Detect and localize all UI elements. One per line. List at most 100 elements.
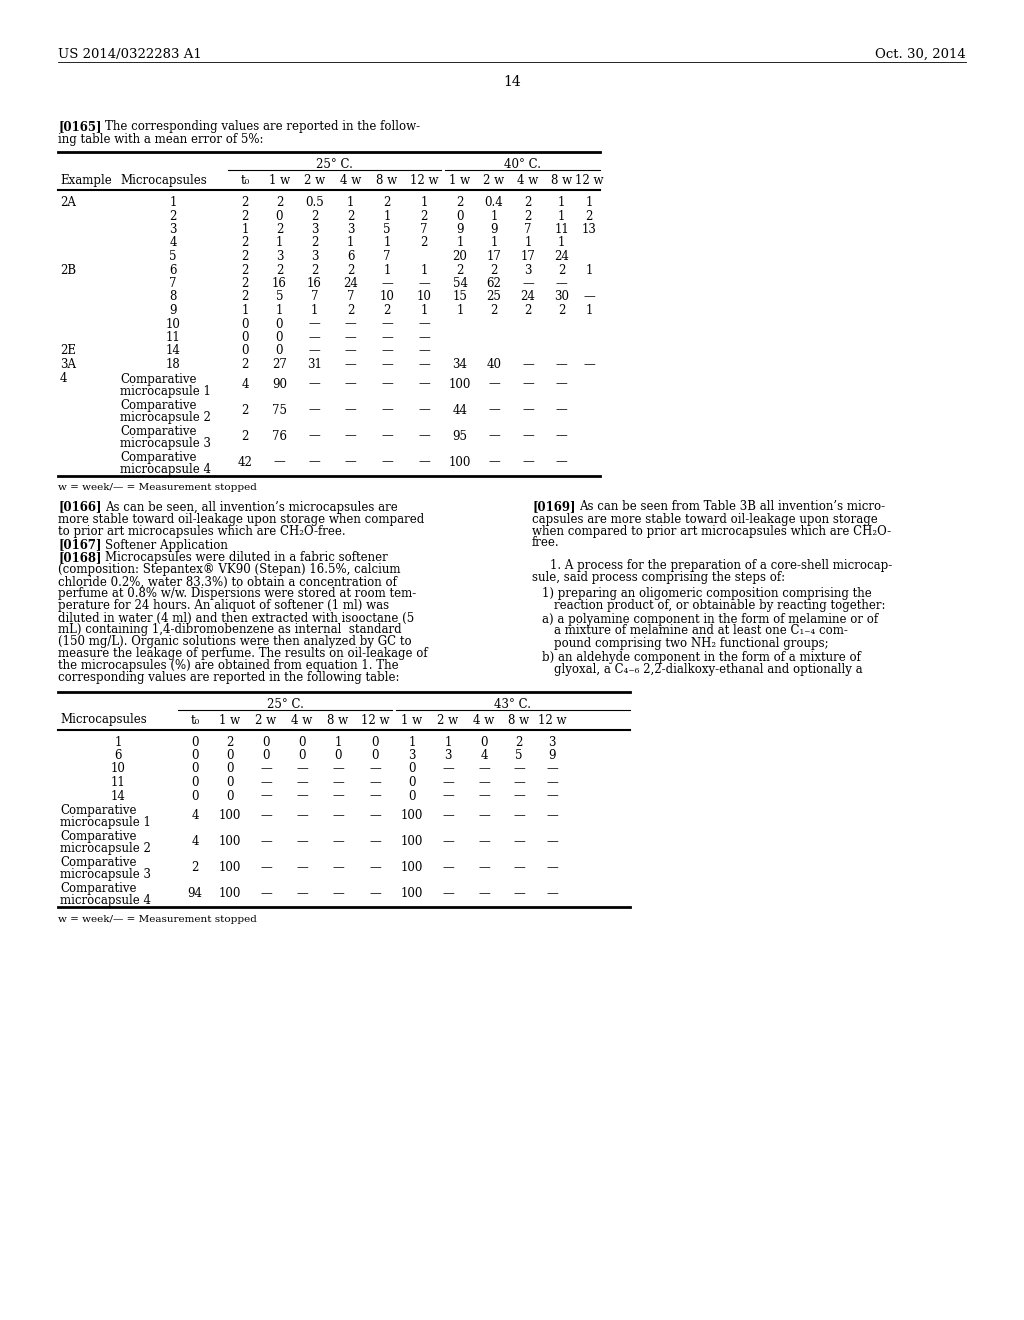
Text: [0169]: [0169] xyxy=(532,500,575,513)
Text: As can be seen from Table 3B all invention’s micro-: As can be seen from Table 3B all inventi… xyxy=(579,500,885,513)
Text: 12 w: 12 w xyxy=(360,714,389,726)
Text: 27: 27 xyxy=(272,358,287,371)
Text: —: — xyxy=(546,861,558,874)
Text: 94: 94 xyxy=(187,887,203,900)
Text: (composition: Stepantex® VK90 (Stepan) 16.5%, calcium: (composition: Stepantex® VK90 (Stepan) 1… xyxy=(58,564,400,577)
Text: —: — xyxy=(546,809,558,822)
Text: [0166]: [0166] xyxy=(58,500,101,513)
Text: —: — xyxy=(478,809,489,822)
Text: 1 w: 1 w xyxy=(450,174,471,187)
Text: —: — xyxy=(296,789,308,803)
Text: 1: 1 xyxy=(558,236,565,249)
Text: —: — xyxy=(308,331,321,345)
Text: w = week/— = Measurement stopped: w = week/— = Measurement stopped xyxy=(58,915,257,924)
Text: 0: 0 xyxy=(275,210,284,223)
Text: 2: 2 xyxy=(242,358,249,371)
Text: —: — xyxy=(296,809,308,822)
Text: 13: 13 xyxy=(582,223,596,236)
Text: 4 w: 4 w xyxy=(340,174,361,187)
Text: reaction product of, or obtainable by reacting together:: reaction product of, or obtainable by re… xyxy=(554,598,886,611)
Text: 2: 2 xyxy=(515,735,522,748)
Text: 1) preparing an oligomeric composition comprising the: 1) preparing an oligomeric composition c… xyxy=(542,586,871,599)
Text: —: — xyxy=(513,776,525,789)
Text: 7: 7 xyxy=(524,223,531,236)
Text: 6: 6 xyxy=(347,249,354,263)
Text: 2: 2 xyxy=(524,195,531,209)
Text: —: — xyxy=(418,277,430,290)
Text: 100: 100 xyxy=(219,809,242,822)
Text: 2: 2 xyxy=(383,304,391,317)
Text: —: — xyxy=(522,378,534,391)
Text: 1: 1 xyxy=(311,304,318,317)
Text: —: — xyxy=(345,358,356,371)
Text: 100: 100 xyxy=(219,887,242,900)
Text: —: — xyxy=(513,861,525,874)
Text: 9: 9 xyxy=(169,304,177,317)
Text: —: — xyxy=(308,404,321,417)
Text: 5: 5 xyxy=(169,249,177,263)
Text: 0: 0 xyxy=(242,331,249,345)
Text: 100: 100 xyxy=(400,887,423,900)
Text: 2: 2 xyxy=(242,264,249,276)
Text: a mixture of melamine and at least one C₁₋₄ com-: a mixture of melamine and at least one C… xyxy=(554,624,848,638)
Text: 1: 1 xyxy=(586,304,593,317)
Text: —: — xyxy=(546,887,558,900)
Text: [0168]: [0168] xyxy=(58,552,101,565)
Text: —: — xyxy=(442,809,454,822)
Text: 0: 0 xyxy=(191,776,199,789)
Text: —: — xyxy=(369,836,381,847)
Text: 1: 1 xyxy=(383,236,391,249)
Text: 9: 9 xyxy=(457,223,464,236)
Text: sule, said process comprising the steps of:: sule, said process comprising the steps … xyxy=(532,570,785,583)
Text: 0: 0 xyxy=(409,776,416,789)
Text: 0: 0 xyxy=(372,748,379,762)
Text: —: — xyxy=(513,809,525,822)
Text: 1: 1 xyxy=(558,195,565,209)
Text: 10: 10 xyxy=(380,290,394,304)
Text: Microcapsules were diluted in a fabric softener: Microcapsules were diluted in a fabric s… xyxy=(105,552,388,565)
Text: 10: 10 xyxy=(111,763,125,776)
Text: 2: 2 xyxy=(490,304,498,317)
Text: 62: 62 xyxy=(486,277,502,290)
Text: —: — xyxy=(488,404,500,417)
Text: —: — xyxy=(478,861,489,874)
Text: 0: 0 xyxy=(262,748,269,762)
Text: 2: 2 xyxy=(242,277,249,290)
Text: to prior art microcapsules which are CH₂O-free.: to prior art microcapsules which are CH₂… xyxy=(58,524,346,537)
Text: —: — xyxy=(369,861,381,874)
Text: mL) containing 1,4-dibromobenzene as internal  standard: mL) containing 1,4-dibromobenzene as int… xyxy=(58,623,401,636)
Text: Comparative: Comparative xyxy=(120,450,197,463)
Text: 1 w: 1 w xyxy=(401,714,423,726)
Text: Microcapsules: Microcapsules xyxy=(60,714,146,726)
Text: 2: 2 xyxy=(347,264,354,276)
Text: 12 w: 12 w xyxy=(410,174,438,187)
Text: 10: 10 xyxy=(166,318,180,330)
Text: —: — xyxy=(442,776,454,789)
Text: 6: 6 xyxy=(169,264,177,276)
Text: 40: 40 xyxy=(486,358,502,371)
Text: 2: 2 xyxy=(242,249,249,263)
Text: —: — xyxy=(556,455,567,469)
Text: —: — xyxy=(332,887,344,900)
Text: 16: 16 xyxy=(307,277,322,290)
Text: —: — xyxy=(442,836,454,847)
Text: 8 w: 8 w xyxy=(377,174,397,187)
Text: —: — xyxy=(381,404,393,417)
Text: pound comprising two NH₂ functional groups;: pound comprising two NH₂ functional grou… xyxy=(554,636,828,649)
Text: 100: 100 xyxy=(219,861,242,874)
Text: 40° C.: 40° C. xyxy=(504,158,541,172)
Text: Comparative: Comparative xyxy=(60,882,136,895)
Text: 24: 24 xyxy=(554,249,569,263)
Text: 2: 2 xyxy=(169,210,177,223)
Text: The corresponding values are reported in the follow-: The corresponding values are reported in… xyxy=(105,120,420,133)
Text: 0: 0 xyxy=(191,789,199,803)
Text: the microcapsules (%) are obtained from equation 1. The: the microcapsules (%) are obtained from … xyxy=(58,660,398,672)
Text: 3: 3 xyxy=(548,735,556,748)
Text: 9: 9 xyxy=(548,748,556,762)
Text: —: — xyxy=(381,429,393,442)
Text: 2: 2 xyxy=(586,210,593,223)
Text: Softener Application: Softener Application xyxy=(105,539,228,552)
Text: —: — xyxy=(418,345,430,358)
Text: 18: 18 xyxy=(166,358,180,371)
Text: 2: 2 xyxy=(242,236,249,249)
